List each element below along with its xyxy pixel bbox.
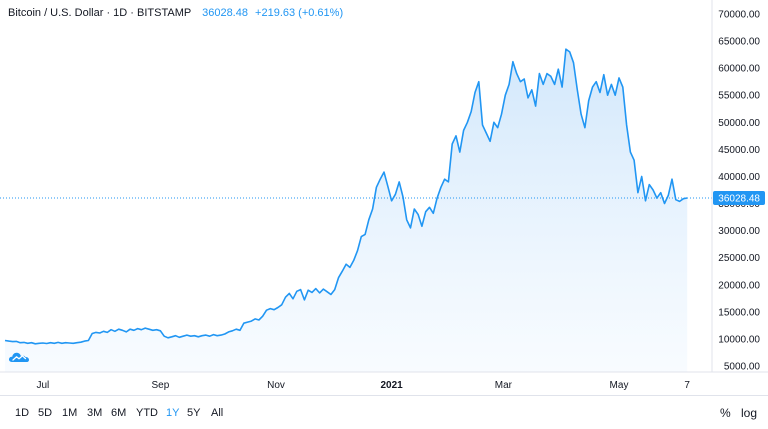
price-axis-tick-label: 55000.00 bbox=[718, 91, 760, 102]
price-axis-tick-label: 10000.00 bbox=[718, 334, 760, 345]
price-axis-tick-label: 20000.00 bbox=[718, 280, 760, 291]
log-scale-button[interactable]: log bbox=[741, 406, 758, 420]
range-1m-button[interactable]: 1M bbox=[62, 407, 78, 419]
last-price-tag: 36028.48 bbox=[713, 191, 765, 205]
time-axis-tick-label: Mar bbox=[495, 380, 513, 391]
range-all-button[interactable]: All bbox=[211, 407, 224, 419]
price-axis-tick-label: 30000.00 bbox=[718, 226, 760, 237]
time-axis[interactable]: Jul Sep Nov 2021 Mar May 7 bbox=[37, 380, 691, 391]
percent-scale-button[interactable]: % bbox=[720, 406, 731, 420]
price-axis-tick-label: 5000.00 bbox=[724, 362, 761, 373]
time-axis-tick-label: Jul bbox=[37, 380, 50, 391]
price-axis-tick-label: 60000.00 bbox=[718, 64, 760, 75]
price-axis-tick-label: 40000.00 bbox=[718, 172, 760, 183]
time-axis-tick-label: 2021 bbox=[380, 380, 403, 391]
last-price-tag-label: 36028.48 bbox=[718, 194, 760, 205]
last-price-value: 36028.48 bbox=[202, 7, 248, 19]
range-1d-button[interactable]: 1D bbox=[15, 407, 30, 419]
bottom-toolbar: 1D 5D 1M 3M 6M YTD 1Y 5Y All % log bbox=[0, 395, 768, 429]
interval-label[interactable]: 1D bbox=[113, 7, 128, 19]
time-axis-tick-label: 7 bbox=[684, 380, 690, 391]
range-5d-button[interactable]: 5D bbox=[38, 407, 53, 419]
price-axis-tick-label: 45000.00 bbox=[718, 145, 760, 156]
time-axis-tick-label: Sep bbox=[152, 380, 170, 391]
legend-separator: · bbox=[106, 7, 114, 19]
symbol-name[interactable]: Bitcoin / U.S. Dollar bbox=[8, 7, 104, 19]
price-axis-tick-label: 70000.00 bbox=[718, 10, 760, 21]
price-change-value: +219.63 (+0.61%) bbox=[255, 7, 344, 19]
tradingview-cloud-icon[interactable] bbox=[8, 350, 30, 364]
symbol-legend: Bitcoin / U.S. Dollar · 1D · BITSTAMP 36… bbox=[8, 6, 343, 20]
range-6m-button[interactable]: 6M bbox=[111, 407, 127, 419]
legend-separator: · bbox=[130, 7, 138, 19]
price-axis-tick-label: 25000.00 bbox=[718, 253, 760, 264]
range-1y-button[interactable]: 1Y bbox=[166, 407, 180, 419]
price-axis-tick-label: 15000.00 bbox=[718, 307, 760, 318]
last-price-tag-bg bbox=[713, 191, 765, 205]
range-3m-button[interactable]: 3M bbox=[87, 407, 103, 419]
price-axis-tick-label: 65000.00 bbox=[718, 37, 760, 48]
range-5y-button[interactable]: 5Y bbox=[187, 407, 201, 419]
exchange-label: BITSTAMP bbox=[137, 7, 192, 19]
price-axis-tick-label: 50000.00 bbox=[718, 118, 760, 129]
price-area bbox=[5, 49, 688, 372]
time-axis-tick-label: Nov bbox=[267, 380, 285, 391]
range-ytd-button[interactable]: YTD bbox=[136, 407, 158, 419]
price-line bbox=[4, 48, 688, 345]
time-axis-tick-label: May bbox=[610, 380, 629, 391]
